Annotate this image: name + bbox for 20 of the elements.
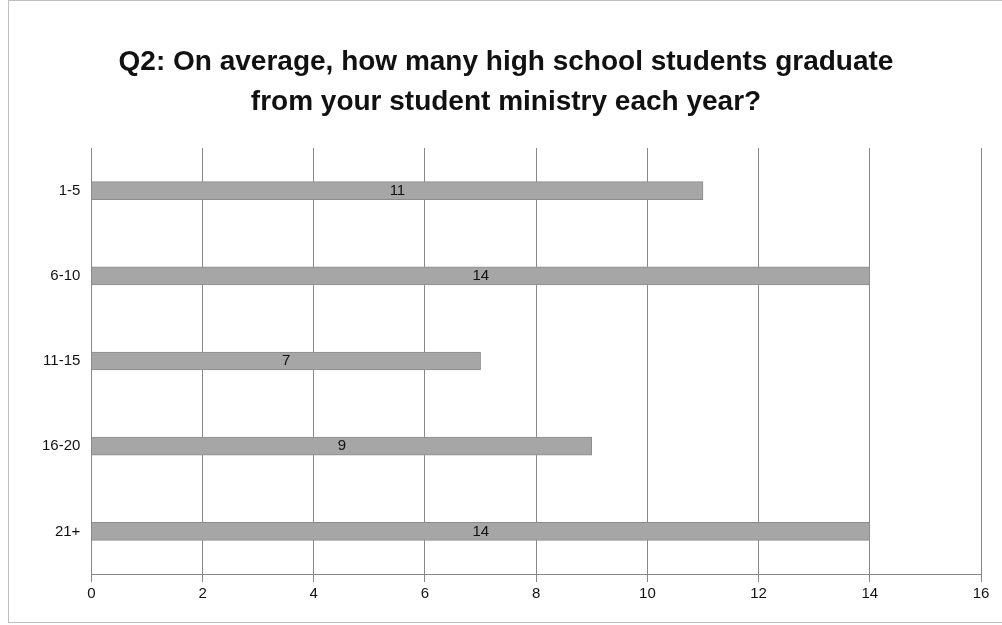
x-tick-label: 0 — [87, 584, 96, 602]
x-tick-label: 16 — [972, 584, 990, 602]
y-tick-label: 16-20 — [41, 436, 81, 454]
y-tick-label: 11-15 — [43, 351, 81, 369]
data-label: 14 — [472, 265, 490, 283]
y-tick-label: 1-5 — [58, 180, 81, 198]
x-tick-label: 10 — [639, 584, 656, 602]
data-label: 14 — [472, 521, 490, 539]
x-tick-label: 8 — [532, 584, 541, 602]
chart-title: Q2: On average, how many high school students graduate from your student ministry each year? — [117, 44, 895, 118]
data-label: 9 — [337, 436, 346, 454]
y-tick-label: 6-10 — [50, 265, 81, 283]
x-tick-label: 14 — [861, 584, 879, 602]
x-tick-label: 12 — [750, 584, 767, 602]
data-label: 7 — [282, 351, 291, 369]
y-tick-label: 21+ — [54, 521, 81, 539]
x-tick-label: 6 — [420, 584, 430, 602]
data-label: 11 — [389, 180, 406, 198]
x-tick-label: 2 — [198, 584, 207, 602]
x-tick-label: 4 — [309, 584, 318, 602]
